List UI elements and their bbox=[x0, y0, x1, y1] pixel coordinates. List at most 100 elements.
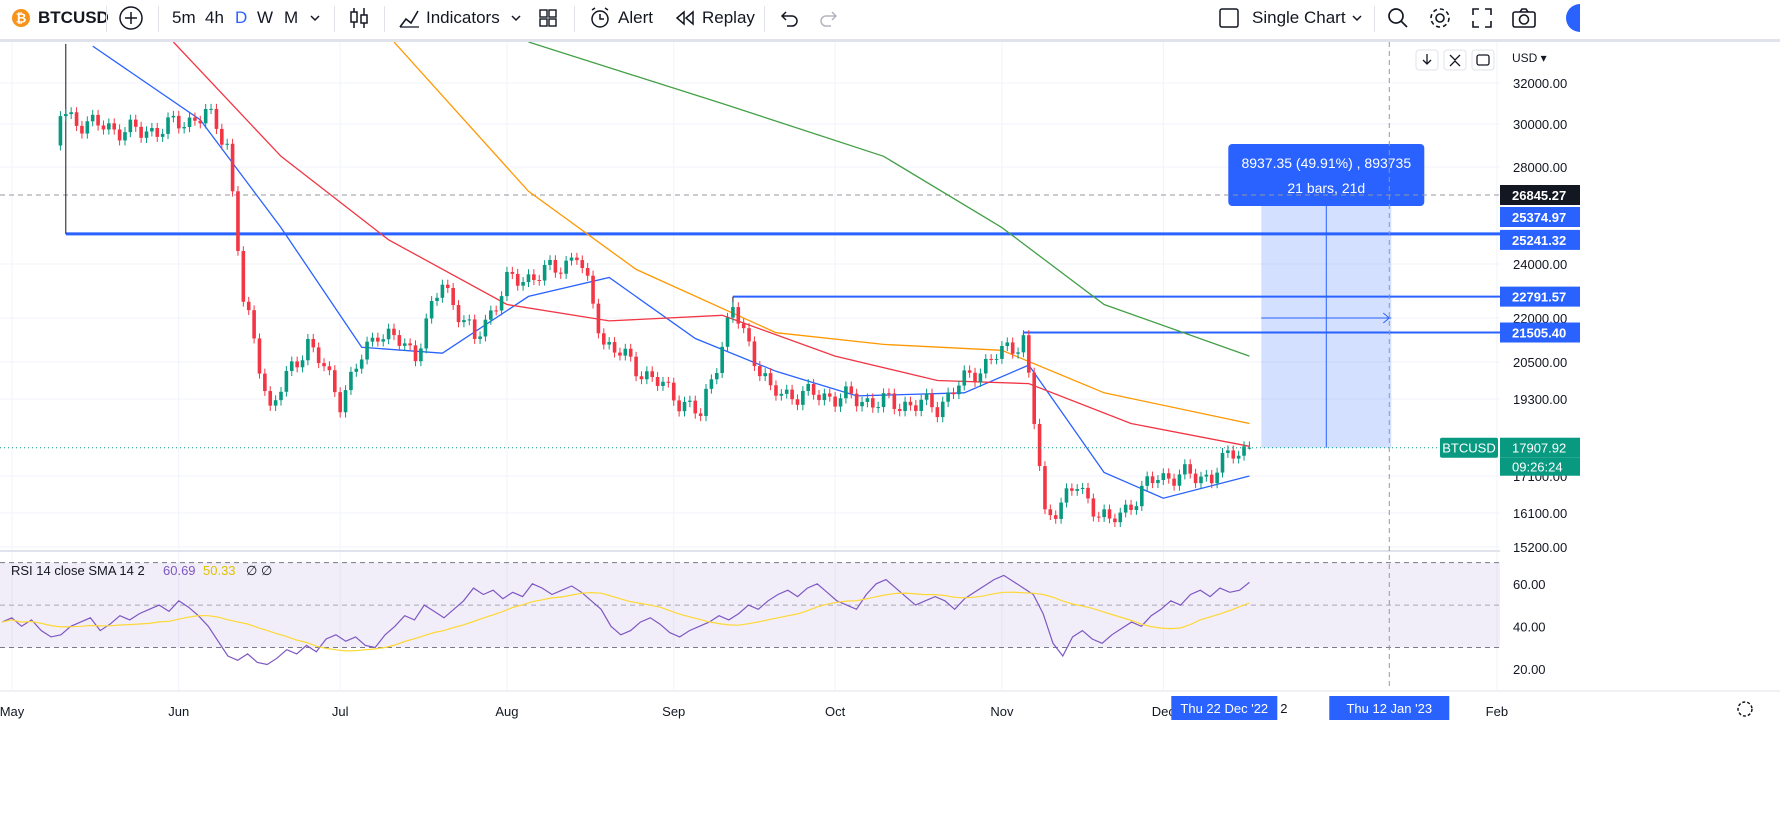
templates-button[interactable] bbox=[538, 0, 558, 36]
timeframe-5m-label: 5m bbox=[172, 8, 196, 27]
candle-body bbox=[230, 143, 235, 192]
candle-body bbox=[1247, 447, 1252, 449]
candle-body bbox=[209, 108, 213, 110]
chart-type-button[interactable] bbox=[348, 0, 370, 36]
rsi-tick-label: 40.00 bbox=[1513, 619, 1546, 634]
alert-button[interactable]: Alert bbox=[588, 0, 653, 36]
timeframe-dropdown[interactable] bbox=[308, 0, 322, 36]
maximize-pane-button[interactable] bbox=[1471, 49, 1495, 71]
candle-body bbox=[876, 407, 880, 409]
candle-body bbox=[408, 343, 412, 346]
candle-body bbox=[693, 400, 698, 414]
horizontal-levels[interactable] bbox=[65, 43, 1500, 345]
candle-body bbox=[795, 399, 800, 405]
candle-body bbox=[295, 361, 299, 368]
candle-body bbox=[569, 257, 574, 261]
candle-body bbox=[273, 400, 278, 406]
candle-body bbox=[155, 128, 160, 137]
candle-body bbox=[1053, 515, 1058, 519]
candle-body bbox=[246, 301, 251, 311]
candle-body bbox=[628, 348, 633, 357]
candle-type-icon bbox=[348, 6, 370, 30]
countdown-tag bbox=[1500, 457, 1580, 476]
candle-body bbox=[1183, 464, 1187, 475]
candle-body bbox=[139, 126, 143, 138]
measure-tool[interactable]: 8937.35 (49.91%) , 893735 21 bars, 21d bbox=[0, 144, 1500, 448]
fullscreen-button[interactable] bbox=[1471, 0, 1493, 36]
level-price-tag bbox=[1500, 229, 1580, 250]
candle-body bbox=[521, 282, 525, 286]
snapshot-button[interactable] bbox=[1511, 0, 1537, 36]
candle-body bbox=[397, 335, 402, 346]
candle-body bbox=[359, 359, 364, 369]
time-label: Aug bbox=[495, 704, 518, 719]
timeframe-5m[interactable]: 5m bbox=[172, 0, 196, 36]
candle-body bbox=[515, 273, 520, 286]
settings-button[interactable] bbox=[1428, 0, 1452, 36]
symbol-search-button[interactable]: ₿ BTCUSD bbox=[12, 0, 109, 36]
candle-body bbox=[779, 393, 784, 396]
candle-body bbox=[774, 385, 778, 396]
candle-body bbox=[817, 394, 821, 401]
timeframe-d[interactable]: D bbox=[235, 0, 247, 36]
timeframe-m-label: M bbox=[284, 8, 299, 27]
candle-body bbox=[585, 268, 590, 276]
candle-body bbox=[709, 379, 714, 389]
candle-body bbox=[591, 275, 595, 304]
candle-body bbox=[193, 117, 197, 121]
candle-body bbox=[542, 264, 547, 281]
gear-icon bbox=[1428, 6, 1452, 30]
candle-body bbox=[128, 119, 133, 133]
crosshair-end-label: Thu 12 Jan '23 bbox=[1346, 701, 1432, 716]
chart-settings-gear-icon[interactable] bbox=[1737, 701, 1753, 717]
candle-body bbox=[203, 108, 208, 124]
arrow-down-icon bbox=[1422, 54, 1432, 65]
candle-body bbox=[101, 125, 106, 130]
symbol-tag bbox=[1440, 437, 1498, 458]
time-label: Dec bbox=[1152, 704, 1176, 719]
redo-button[interactable] bbox=[818, 0, 840, 36]
candle-body bbox=[1220, 452, 1225, 473]
indicators-button[interactable]: Indicators bbox=[398, 0, 500, 36]
level-price-tag bbox=[1500, 207, 1580, 228]
candle-body bbox=[978, 373, 983, 383]
level-price-label: 25241.32 bbox=[1512, 233, 1566, 248]
candle-body bbox=[1226, 450, 1230, 453]
indicators-dropdown[interactable] bbox=[509, 0, 523, 36]
time-axis[interactable]: May Jun Jul Aug Sep Oct Nov Dec Feb Thu 22 Dec '2… bbox=[0, 690, 1780, 720]
candle-body bbox=[790, 389, 794, 400]
add-symbol-button[interactable] bbox=[118, 0, 144, 36]
candle-body bbox=[1129, 504, 1133, 510]
candle-body bbox=[957, 385, 961, 395]
timeframe-w[interactable]: W bbox=[257, 0, 273, 36]
timeframe-m[interactable]: M bbox=[284, 0, 298, 36]
time-partial-label: 2 bbox=[1280, 701, 1287, 716]
profile-button[interactable] bbox=[1562, 0, 1580, 36]
replay-button[interactable]: Replay bbox=[674, 0, 755, 36]
search-button[interactable] bbox=[1386, 0, 1410, 36]
candle-body bbox=[166, 117, 170, 134]
price-axis[interactable]: USD ▾ 32000.00 30000.00 28000.00 24000.00 220… bbox=[1415, 42, 1780, 730]
templates-icon bbox=[538, 8, 558, 28]
timeframe-4h[interactable]: 4h bbox=[205, 0, 224, 36]
layout-dropdown[interactable] bbox=[1350, 0, 1364, 36]
candle-body bbox=[989, 358, 993, 360]
candle-body bbox=[1150, 476, 1155, 484]
candle-body bbox=[349, 371, 353, 391]
redo-icon bbox=[818, 8, 840, 28]
undo-button[interactable] bbox=[778, 0, 800, 36]
candle-body bbox=[558, 272, 563, 274]
candle-body bbox=[1118, 512, 1123, 523]
chart-area[interactable]: RSI 14 close SMA 14 2 60.69 50.33 ∅ ∅ 8937.3… bbox=[0, 42, 1780, 828]
candle-body bbox=[80, 125, 84, 134]
candle-body bbox=[806, 383, 811, 391]
candle-body bbox=[1231, 450, 1236, 459]
candle-body bbox=[661, 381, 665, 387]
price-tick-label: 15200.00 bbox=[1513, 540, 1567, 555]
candle-body bbox=[107, 123, 111, 130]
candle-body bbox=[472, 319, 477, 339]
time-label: Sep bbox=[662, 704, 685, 719]
candle-body bbox=[1113, 518, 1117, 523]
layout-button[interactable]: Single Chart bbox=[1218, 0, 1346, 36]
candle-body bbox=[580, 260, 585, 269]
